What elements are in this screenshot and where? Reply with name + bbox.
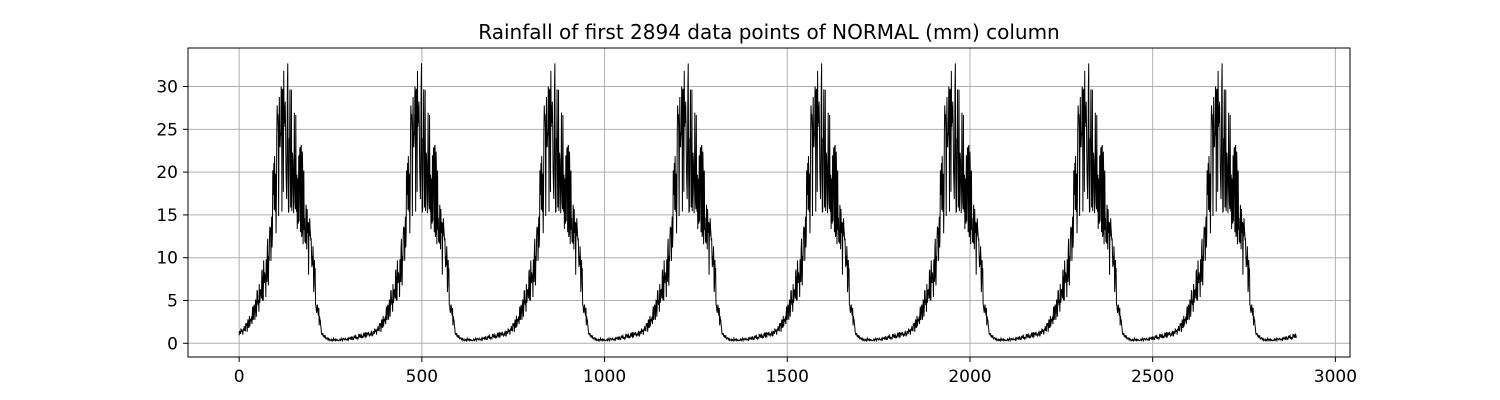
chart-title: Rainfall of first 2894 data points of NO… xyxy=(478,20,1059,44)
x-tick-label: 3000 xyxy=(1314,367,1357,387)
y-tick-label: 30 xyxy=(156,78,178,98)
x-tick-label: 1000 xyxy=(583,367,626,387)
y-tick-label: 0 xyxy=(167,334,178,354)
x-tick-label: 2500 xyxy=(1131,367,1174,387)
x-tick-label: 500 xyxy=(406,367,438,387)
x-tick-label: 0 xyxy=(234,367,245,387)
grid xyxy=(188,48,1350,357)
y-tick-label: 25 xyxy=(156,120,178,140)
y-tick-label: 20 xyxy=(156,163,178,183)
y-tick-label: 5 xyxy=(167,292,178,312)
y-tick-label: 10 xyxy=(156,249,178,269)
series-layer xyxy=(238,63,1297,343)
y-tick-label: 15 xyxy=(156,206,178,226)
y-axis: 0 5 10 15 20 25 30 xyxy=(156,78,188,354)
plot-frame xyxy=(187,47,1351,358)
rainfall-series-line xyxy=(238,63,1297,343)
x-tick-label: 1500 xyxy=(766,367,809,387)
x-tick-label: 2000 xyxy=(948,367,991,387)
x-axis: 0 500 1000 1500 2000 2500 3000 xyxy=(234,357,1357,387)
